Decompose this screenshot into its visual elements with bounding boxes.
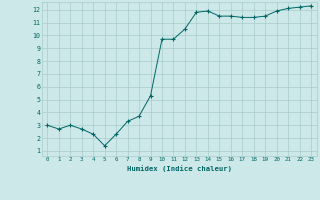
X-axis label: Humidex (Indice chaleur): Humidex (Indice chaleur) — [127, 165, 232, 172]
